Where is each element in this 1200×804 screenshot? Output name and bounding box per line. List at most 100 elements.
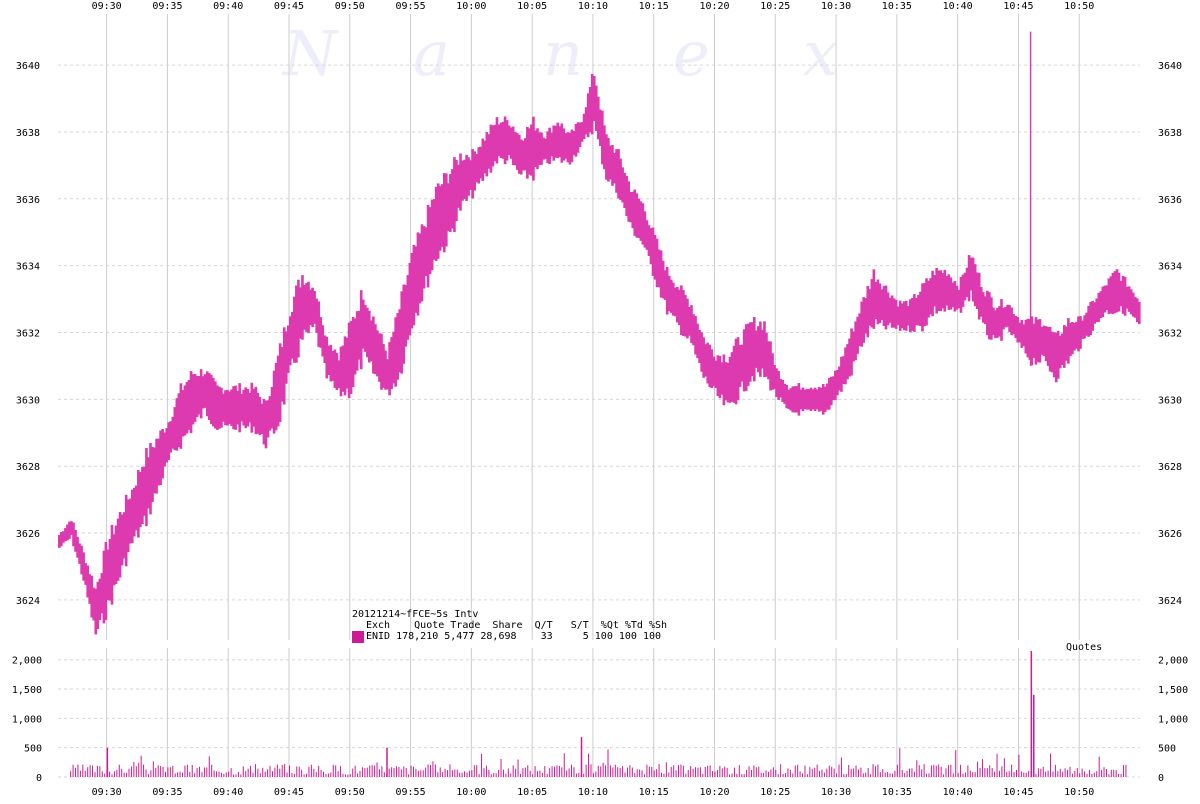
price-bar (619, 158, 622, 200)
volume-bar (259, 773, 261, 777)
price-bar (574, 124, 578, 157)
price-bar (126, 499, 130, 553)
volume-bar (230, 768, 232, 777)
price-bar (116, 518, 120, 581)
volume-bar (833, 768, 835, 777)
volume-bar (585, 764, 587, 777)
price-bar (153, 447, 156, 494)
price-bar (515, 133, 519, 170)
volume-bar (267, 769, 269, 777)
horizontal-gridlines (58, 64, 1140, 778)
volume-bar (466, 772, 468, 777)
volume-bar (325, 774, 327, 777)
volume-bar (787, 768, 789, 777)
watermark-letter: e (673, 17, 710, 90)
volume-bar (515, 768, 517, 777)
price-bar (588, 86, 592, 133)
price-bar (1115, 269, 1119, 313)
price-bar (825, 383, 829, 410)
price-bar (1060, 333, 1064, 365)
price-bar (921, 283, 924, 332)
volume-bar (865, 772, 867, 777)
price-bar (568, 132, 572, 165)
volume-bar (549, 768, 551, 777)
y-tick-label-left: 3630 (16, 395, 40, 406)
volume-bar (775, 769, 777, 777)
price-bar (311, 287, 314, 328)
price-bar (986, 290, 989, 336)
price-bar (420, 224, 424, 302)
volume-bar (1011, 764, 1013, 777)
volume-bar (923, 764, 925, 777)
volume-bar (814, 767, 816, 777)
price-bar (84, 563, 87, 585)
volume-bar (189, 772, 191, 777)
price-bar (473, 151, 477, 191)
price-bar (846, 344, 849, 380)
volume-bar (870, 774, 872, 777)
volume-bar (1071, 773, 1073, 777)
volume-bar (357, 773, 359, 777)
price-bar (218, 386, 221, 429)
volume-y-tick-label-right: 1,500 (1158, 685, 1188, 696)
volume-bar (536, 771, 538, 777)
volume-bar (454, 769, 456, 777)
price-bar (141, 466, 144, 525)
y-tick-label-right: 3638 (1158, 128, 1182, 139)
price-bar (382, 343, 385, 388)
price-bar (327, 345, 331, 376)
price-bar (64, 528, 67, 542)
volume-bar (315, 772, 317, 777)
volume-bar (843, 774, 845, 777)
price-bar (917, 294, 920, 326)
volume-bar (437, 772, 439, 777)
price-bar (969, 257, 973, 291)
price-bar (315, 298, 318, 333)
price-bar (769, 341, 772, 391)
price-bar (471, 149, 474, 199)
x-tick-label-bottom: 10:05 (517, 787, 547, 798)
price-bar (1103, 285, 1107, 313)
volume-bar (201, 772, 203, 777)
volume-bar (634, 773, 636, 777)
volume-spike (106, 747, 109, 777)
price-bar (759, 321, 762, 377)
volume-bar (400, 769, 402, 777)
volume-bar (296, 766, 298, 777)
price-bar (722, 354, 726, 406)
price-bar (207, 373, 211, 421)
volume-bar (123, 772, 125, 777)
volume-bar (1047, 770, 1049, 777)
price-bar (694, 316, 697, 355)
price-bar (503, 116, 507, 165)
price-bar (309, 289, 312, 326)
price-bar (434, 186, 438, 261)
volume-bar (724, 766, 726, 777)
price-bar (368, 310, 371, 363)
price-bar (193, 374, 197, 422)
price-bar (335, 353, 339, 390)
price-bar (799, 389, 803, 410)
price-bar (1058, 335, 1062, 369)
price-bar (1022, 324, 1026, 347)
price-bar (90, 575, 94, 618)
volume-bar (648, 766, 650, 777)
volume-bar (206, 767, 208, 777)
volume-bar (721, 768, 723, 777)
price-bar (702, 337, 705, 378)
volume-bar (605, 765, 607, 777)
price-bar (451, 169, 454, 229)
price-bar (406, 275, 410, 340)
price-bar (284, 331, 288, 384)
volume-bar (143, 764, 145, 777)
volume-bar (225, 772, 227, 777)
price-bar (349, 321, 353, 395)
volume-bar (152, 761, 154, 777)
price-bar (157, 438, 160, 486)
price-bar (752, 317, 756, 382)
price-bar (449, 174, 452, 232)
price-bar (621, 167, 624, 203)
price-bar (167, 422, 171, 460)
volume-bar (568, 768, 570, 777)
